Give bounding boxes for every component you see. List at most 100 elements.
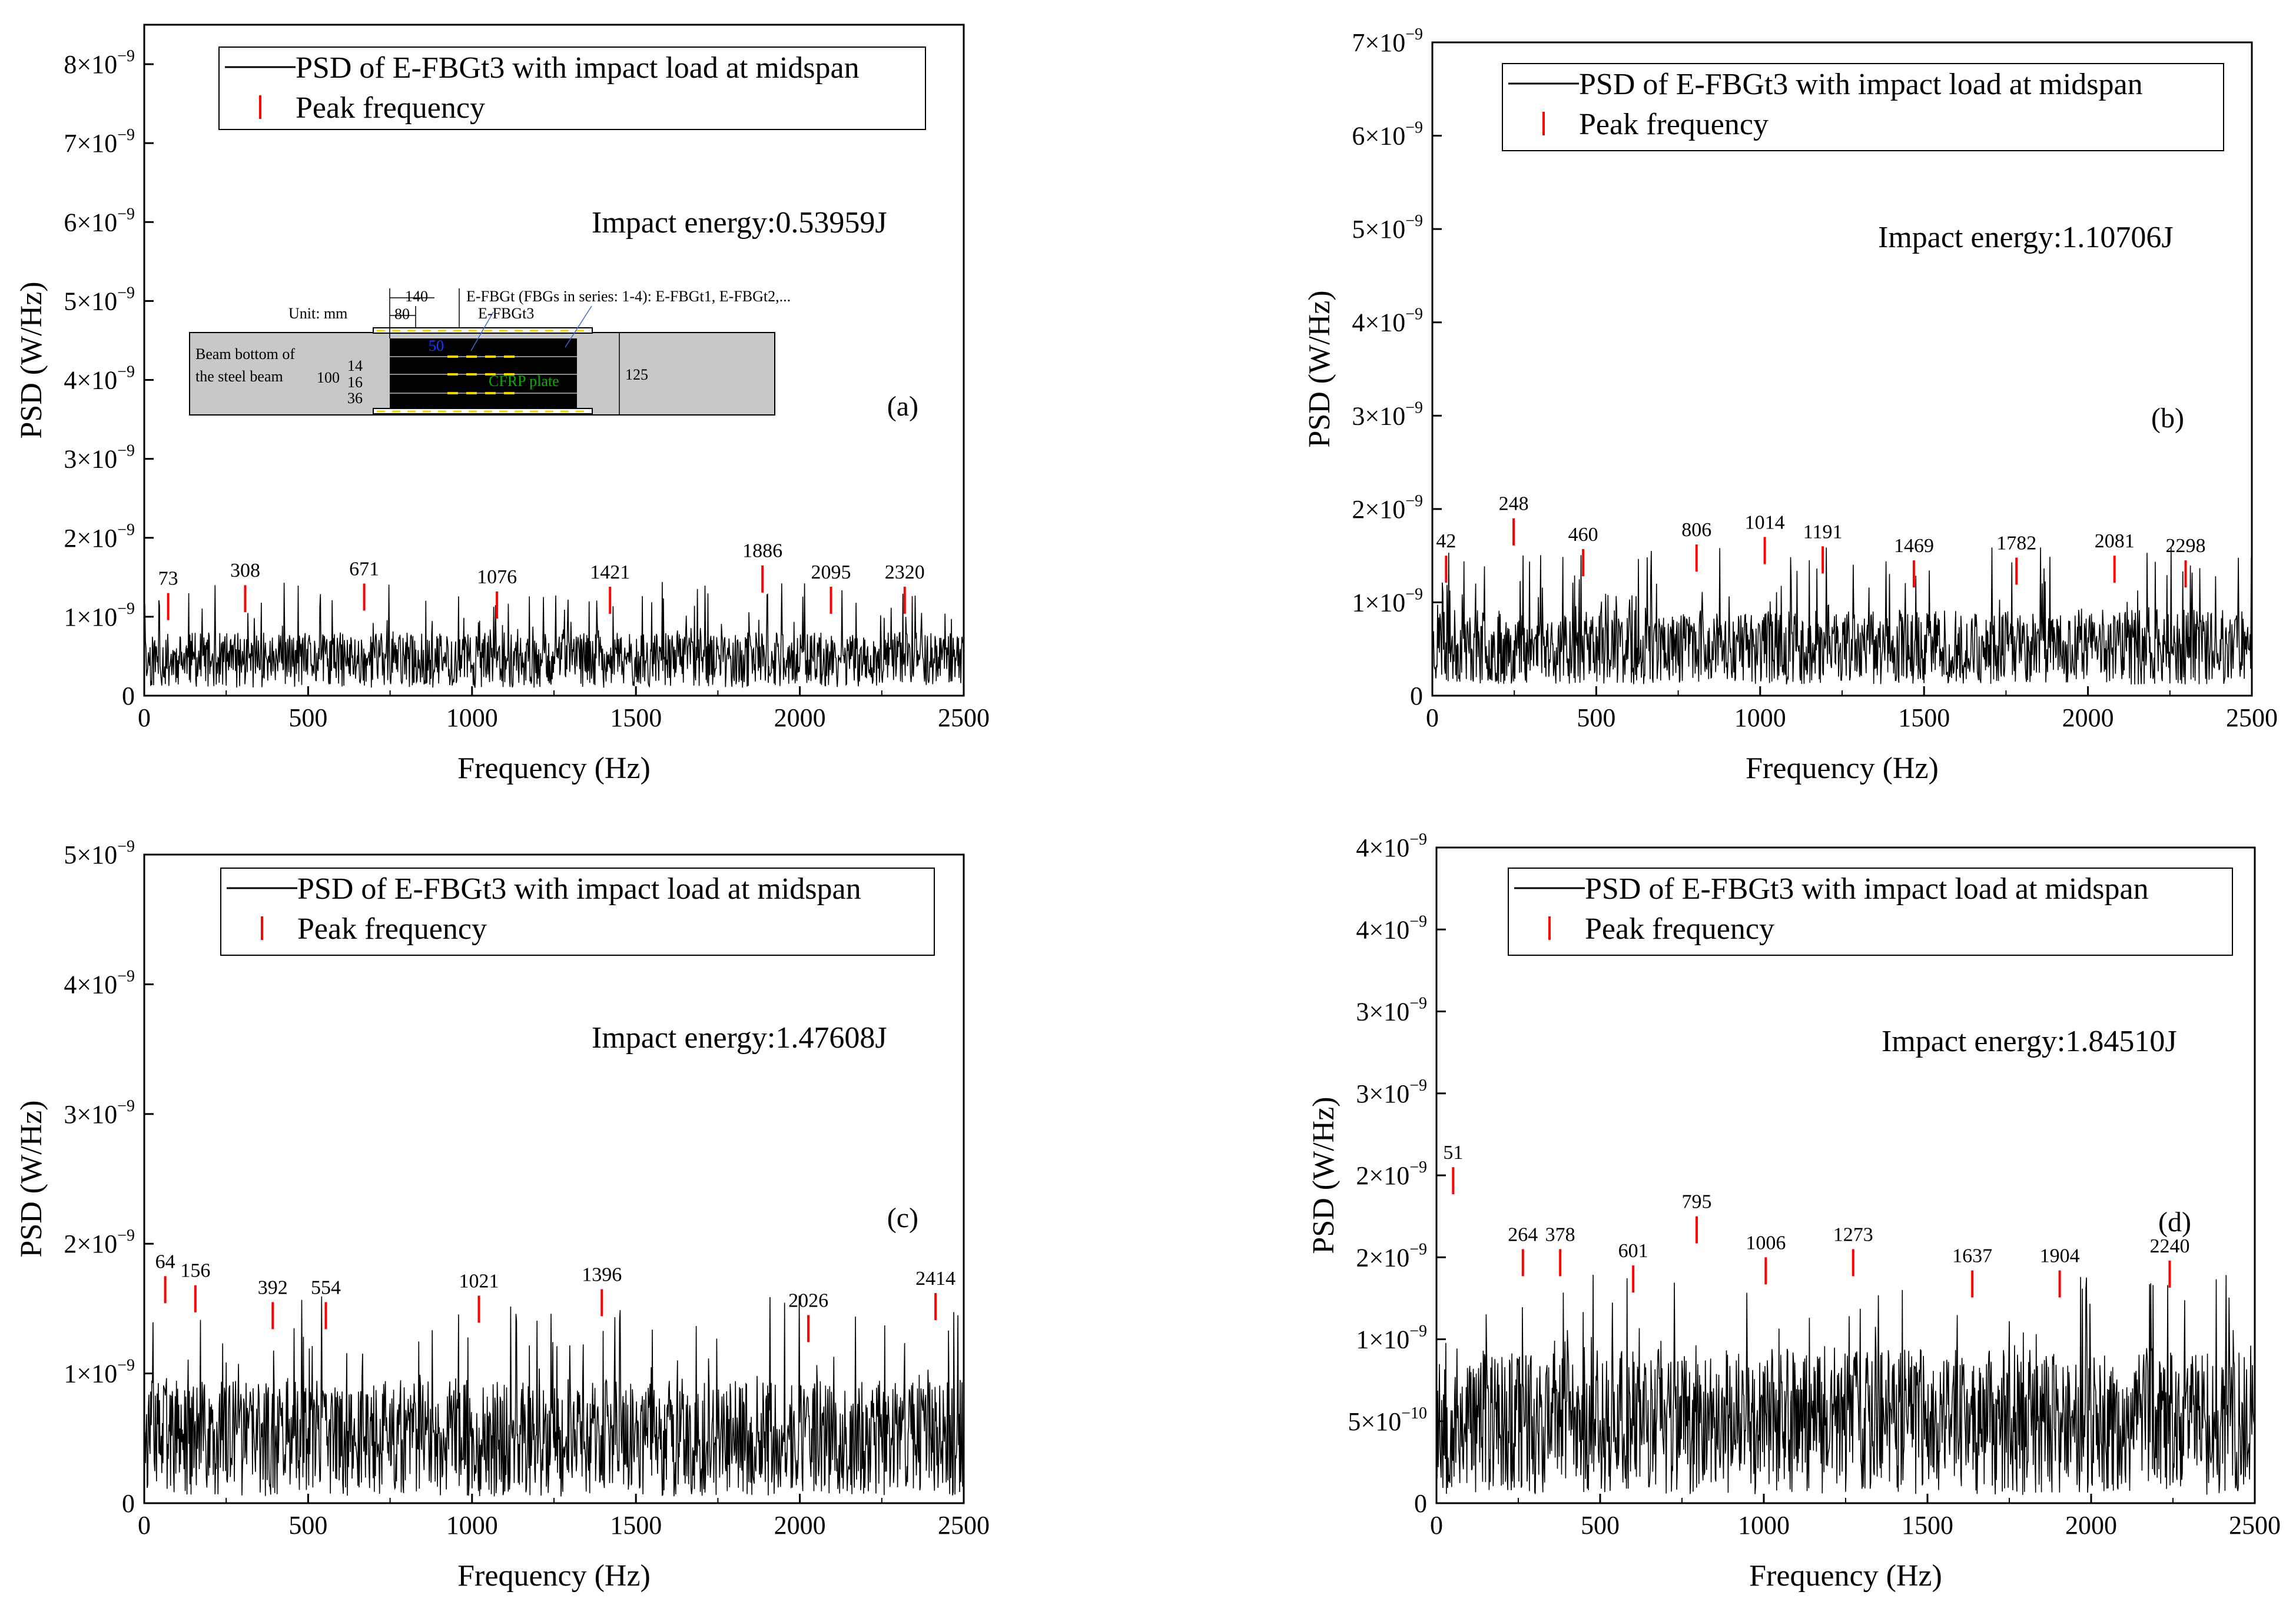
peak-label: 1637 [1952,1245,1992,1267]
inset-bottom-flange [373,408,593,414]
inset-unit: Unit: mm [288,305,347,322]
peak-label: 264 [1508,1224,1538,1245]
y-tick-mantissa: 3×10 [1356,1079,1409,1108]
y-tick-label: 2×10−9 [64,521,135,553]
y-tick-label: 4×10−9 [64,363,135,395]
y-tick-exponent: −9 [117,363,135,381]
y-tick-mantissa: 0 [1414,1489,1427,1518]
y-tick-label: 5×10−10 [1348,1404,1427,1436]
y-tick-mantissa: 2×10 [64,524,117,553]
y-tick-mantissa: 4×10 [1352,308,1405,337]
peak-label: 1021 [459,1270,499,1292]
x-axis-title: Frequency (Hz) [457,1559,651,1593]
y-tick-mantissa: 1×10 [64,1360,117,1388]
y-tick-mantissa: 6×10 [64,208,117,237]
y-tick-mantissa: 2×10 [1356,1243,1409,1272]
inset-dim-125: 125 [625,366,648,383]
inset-dim-50: 50 [429,337,444,354]
y-tick-label: 2×10−9 [64,1227,135,1258]
peak-label: 2081 [2095,530,2135,552]
peak-label: 1076 [477,566,517,588]
y-tick-exponent: −9 [1409,1076,1427,1095]
psd-signal-line [144,581,964,688]
y-tick-exponent: −9 [117,838,135,856]
peak-label: 2095 [811,561,851,583]
y-tick-label: 3×10−9 [64,442,135,474]
y-tick-mantissa: 7×10 [64,129,117,158]
y-axis-title: PSD (W/Hz) [15,1100,48,1257]
x-tick-label: 1000 [446,703,498,732]
y-tick-exponent: −9 [1409,912,1427,931]
y-tick-exponent: −9 [117,126,135,144]
y-tick-label: 5×10−9 [1352,212,1423,244]
peak-label: 1904 [2040,1245,2080,1267]
inset-beam-label-1: Beam bottom of [195,345,295,363]
peak-label: 806 [1681,519,1711,541]
inset-dim-80: 80 [394,305,410,323]
y-tick-exponent: −9 [1405,212,1423,230]
x-tick-label: 2500 [2229,1511,2281,1540]
y-tick-label: 6×10−9 [1352,119,1423,151]
y-tick-exponent: −9 [117,284,135,302]
peak-label: 1396 [582,1264,622,1285]
y-tick-mantissa: 4×10 [1356,833,1409,862]
y-tick-label: 5×10−9 [64,838,135,869]
peak-label: 392 [258,1277,288,1298]
y-tick-label: 7×10−9 [64,126,135,158]
y-tick-mantissa: 5×10 [1348,1407,1401,1436]
y-tick-mantissa: 8×10 [64,50,117,79]
x-tick-label: 1000 [1738,1511,1790,1540]
peak-label: 795 [1682,1191,1712,1213]
inset-leader-line [565,305,592,348]
psd-signal-line [1436,1274,2255,1495]
y-tick-mantissa: 0 [122,682,135,710]
x-tick-label: 2500 [938,1511,990,1540]
y-tick-exponent: −9 [1405,398,1423,417]
peak-label: 248 [1499,493,1529,515]
y-tick-mantissa: 1×10 [1352,588,1405,617]
peak-label: 1273 [1833,1224,1873,1245]
impact-energy-label: Impact energy:1.47608J [592,1021,887,1055]
y-tick-label: 5×10−9 [64,284,135,315]
psd-panel: 42 248 460 806 1014 1191 1469 1782 2081 2298 0 500 1… [1303,25,2278,785]
x-tick-label: 2000 [2065,1511,2117,1540]
y-tick-mantissa: 6×10 [1352,122,1405,151]
y-tick-exponent: −9 [1405,492,1423,510]
y-tick-mantissa: 2×10 [1352,495,1405,524]
x-tick-label: 0 [138,1511,151,1540]
y-tick-label: 4×10−9 [1356,912,1427,944]
y-tick-exponent: −9 [117,967,135,985]
inset-dim-14: 14 [347,357,363,374]
y-tick-mantissa: 5×10 [1352,215,1405,244]
y-tick-label: 3×10−9 [64,1097,135,1129]
x-axis-title: Frequency (Hz) [457,752,651,785]
peak-label: 554 [311,1277,341,1298]
y-tick-exponent: −9 [117,1227,135,1245]
peak-label: 671 [349,559,379,580]
x-tick-label: 2000 [2062,703,2114,732]
y-tick-mantissa: 2×10 [1356,1161,1409,1190]
y-tick-mantissa: 2×10 [64,1229,117,1258]
inset-sensor-sub: E-FBGt3 [478,305,534,322]
x-tick-label: 2000 [774,703,826,732]
y-tick-label: 3×10−9 [1352,398,1423,430]
panel-tag: (d) [2158,1207,2191,1238]
y-tick-exponent: −9 [1409,1322,1427,1341]
y-tick-mantissa: 4×10 [64,366,117,395]
y-tick-label: 0 [122,682,135,710]
y-tick-exponent: −9 [1405,305,1423,324]
y-tick-exponent: −9 [117,205,135,223]
psd-panel: 64 156 392 554 1021 1396 2026 2414 0 500 1000 1500 2… [15,838,990,1593]
y-tick-mantissa: 4×10 [64,970,117,999]
inset-dim-140: 140 [405,288,428,305]
x-tick-label: 1000 [1734,703,1786,732]
legend-peak-label: Peak frequency [1579,108,1769,141]
y-tick-label: 0 [122,1489,135,1518]
x-axis-title: Frequency (Hz) [1746,752,1939,785]
y-tick-exponent: −9 [117,442,135,460]
beam-section-inset: Unit: mm E-FBGt (FBGs in series: 1-4): E-… [189,288,791,416]
peak-label: 2026 [788,1290,828,1311]
